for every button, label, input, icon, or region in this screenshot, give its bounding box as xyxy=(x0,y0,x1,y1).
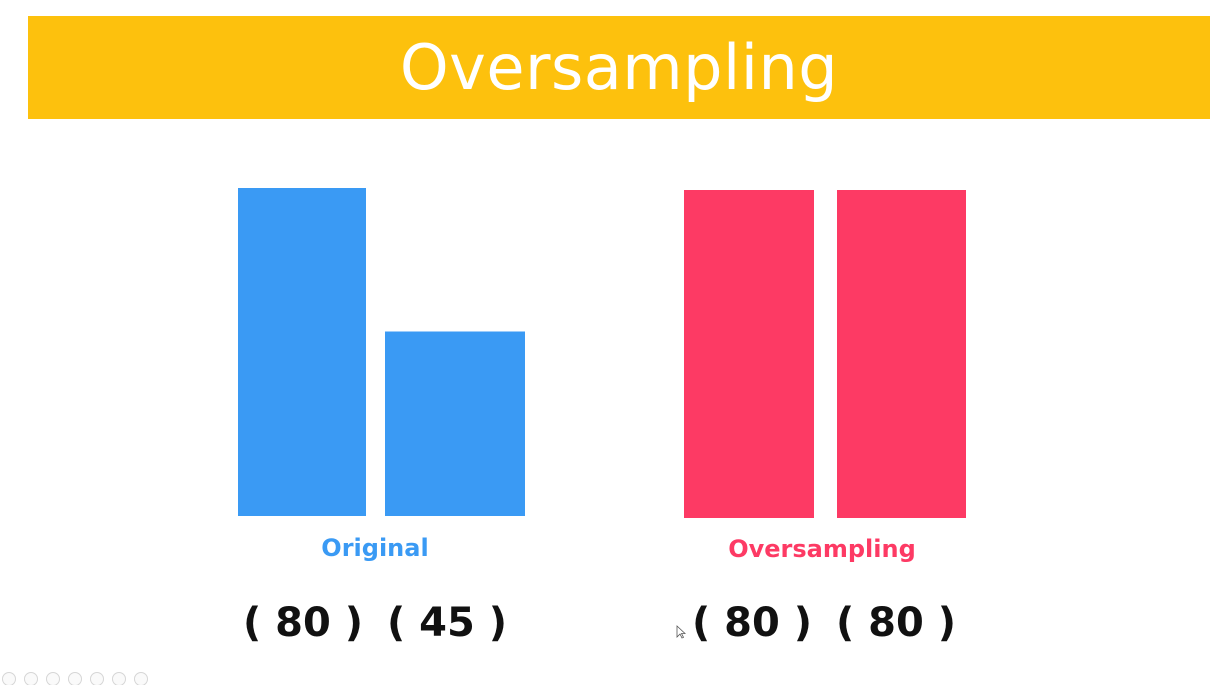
mouse-cursor-icon xyxy=(676,625,686,639)
slide-title: Oversampling xyxy=(399,31,839,104)
oversampling-bar-2 xyxy=(837,190,966,518)
forward-icon[interactable] xyxy=(24,671,38,685)
original-bar-1 xyxy=(238,188,366,516)
category-label-oversampling-1: ( 80 ) xyxy=(691,600,813,646)
back-icon[interactable] xyxy=(2,671,16,685)
category-label-original-1: ( 80 ) xyxy=(242,600,364,646)
zoom-icon[interactable] xyxy=(90,671,104,685)
category-label-original-2: ( 45 ) xyxy=(386,600,508,646)
slides-icon[interactable] xyxy=(68,671,82,685)
chart-title-oversampling: Oversampling xyxy=(728,535,916,563)
category-label-oversampling-2: ( 80 ) xyxy=(835,600,957,646)
chart-title-original: Original xyxy=(321,534,429,562)
oversampling-bar-1 xyxy=(684,190,814,518)
more-icon[interactable] xyxy=(134,671,148,685)
original-bar-2 xyxy=(385,331,525,516)
subtitles-icon[interactable] xyxy=(112,671,126,685)
presentation-toolbar xyxy=(0,671,222,685)
title-banner: Oversampling xyxy=(28,16,1210,119)
pen-icon[interactable] xyxy=(46,671,60,685)
